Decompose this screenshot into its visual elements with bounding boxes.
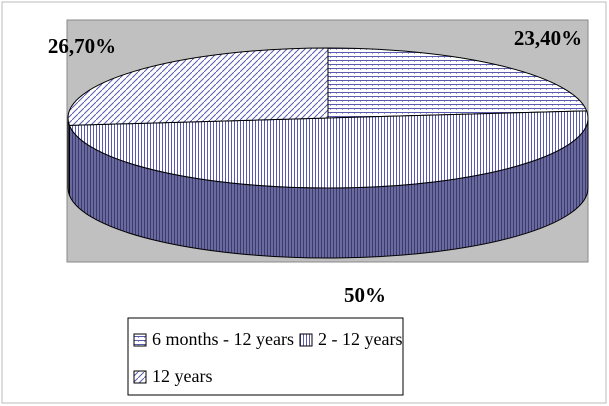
legend-items: 6 months - 12 years 2 - 12 years 12 years <box>133 329 402 386</box>
slice-side <box>67 117 70 196</box>
data-label: 50% <box>344 283 386 307</box>
slice <box>68 110 589 189</box>
pie <box>67 47 589 259</box>
legend-swatch <box>299 333 313 347</box>
legend-label: 12 years <box>152 366 212 386</box>
data-label: 23,40% <box>514 26 582 50</box>
slice <box>67 47 329 126</box>
legend-swatch <box>133 370 147 384</box>
legend-label: 6 months - 12 years <box>152 329 294 349</box>
slice <box>327 47 588 119</box>
data-label: 26,70% <box>48 34 116 58</box>
legend <box>127 317 404 396</box>
legend-label: 2 - 12 years <box>318 329 402 349</box>
legend-swatch <box>133 333 147 347</box>
